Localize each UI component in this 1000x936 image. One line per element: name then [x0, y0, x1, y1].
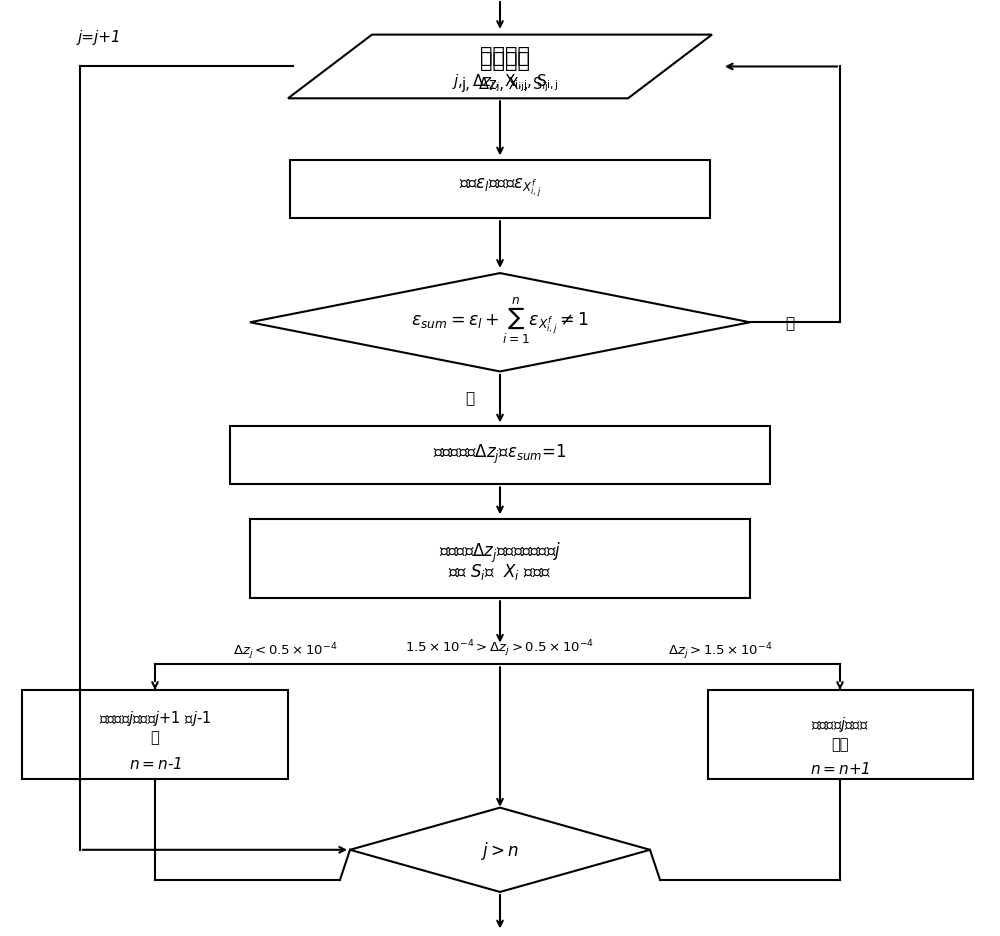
Text: 数据输入: 数据输入 — [480, 51, 530, 71]
Text: $j>n$: $j>n$ — [481, 839, 519, 861]
Text: $\Delta z_j>1.5\times10^{-4}$: $\Delta z_j>1.5\times10^{-4}$ — [668, 640, 772, 661]
FancyBboxPatch shape — [230, 427, 770, 485]
Text: $1.5\times10^{-4}>\Delta z_j>0.5\times10^{-4}$: $1.5\times10^{-4}>\Delta z_j>0.5\times10… — [405, 637, 595, 658]
Text: $\varepsilon_{sum}=\varepsilon_l+\sum_{i=1}^{n}\varepsilon_{X_{i,j}^f}\neq 1$: $\varepsilon_{sum}=\varepsilon_l+\sum_{i… — [411, 295, 589, 345]
Text: 是: 是 — [785, 315, 795, 330]
Text: $n=n$-1: $n=n$-1 — [129, 754, 181, 771]
Text: 否: 否 — [465, 390, 475, 405]
Text: $n=n$+1: $n=n$+1 — [810, 760, 870, 777]
FancyBboxPatch shape — [290, 161, 710, 219]
FancyBboxPatch shape — [22, 691, 288, 779]
Polygon shape — [250, 274, 750, 372]
FancyBboxPatch shape — [250, 519, 750, 599]
Text: 计算$\varepsilon_l$和各个$\varepsilon_{X_{i,j}^f}$: 计算$\varepsilon_l$和各个$\varepsilon_{X_{i,j… — [459, 176, 541, 198]
Text: j,  Δzⱼ, Xᵢⱼ, Sᵢⱼ: j, Δzⱼ, Xᵢⱼ, Sᵢⱼ — [462, 77, 548, 92]
Polygon shape — [288, 36, 712, 99]
Text: 根据新的$\Delta z_j$重新计算生物膜$j$: 根据新的$\Delta z_j$重新计算生物膜$j$ — [439, 540, 561, 564]
Text: $j$,  $\Delta z_j$, $\rm X_{i,j}$, $\rm S_{i,j}$: $j$, $\Delta z_j$, $\rm X_{i,j}$, $\rm S… — [452, 72, 558, 93]
Text: 将生物膜$j$层并入$j$+1 或$j$-1: 将生物膜$j$层并入$j$+1 或$j$-1 — [99, 709, 211, 727]
Text: 层中 $S_i$和  $X_i$ 的浓度: 层中 $S_i$和 $X_i$ 的浓度 — [448, 561, 552, 581]
Text: 增大或缩小$\Delta z_j$使$\varepsilon_{sum}$=1: 增大或缩小$\Delta z_j$使$\varepsilon_{sum}$=1 — [433, 443, 567, 465]
FancyBboxPatch shape — [708, 691, 972, 779]
Text: 数据输入: 数据输入 — [480, 46, 530, 66]
Text: 将生物膜$j$层分为: 将生物膜$j$层分为 — [811, 714, 869, 733]
Text: 层: 层 — [151, 729, 159, 744]
Polygon shape — [350, 808, 650, 892]
Text: 两层: 两层 — [831, 737, 849, 752]
Text: $\Delta z_j<0.5\times10^{-4}$: $\Delta z_j<0.5\times10^{-4}$ — [233, 640, 337, 661]
Text: j=j+1: j=j+1 — [78, 30, 122, 45]
